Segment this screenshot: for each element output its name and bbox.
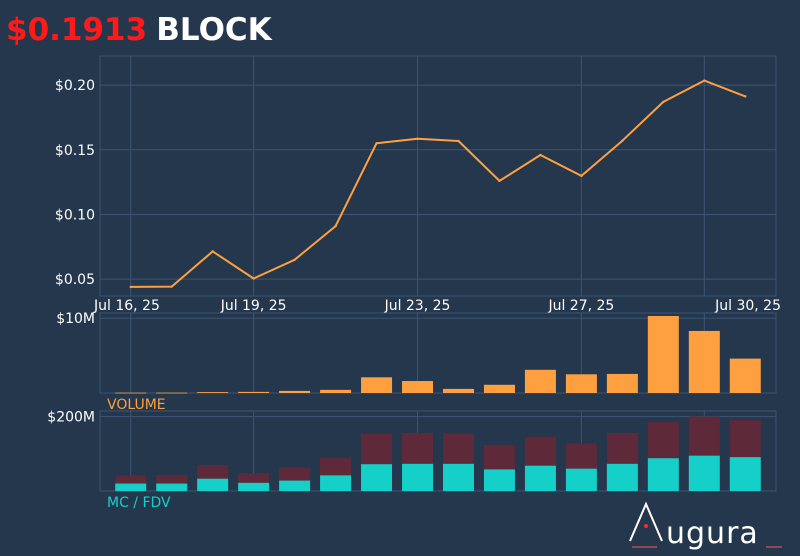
price-data-point bbox=[498, 179, 501, 183]
price-x-tick-label: Jul 30, 25 bbox=[714, 298, 781, 314]
mc-bar bbox=[442, 463, 474, 491]
price-x-tick-label: Jul 27, 25 bbox=[547, 298, 614, 314]
mc-bar bbox=[320, 475, 352, 491]
mc-bar bbox=[402, 463, 434, 491]
volume-bar bbox=[320, 389, 352, 393]
price-data-point bbox=[293, 258, 296, 261]
price-data-point bbox=[703, 79, 706, 82]
volume-bar bbox=[606, 373, 638, 393]
price-x-tick-label: Jul 16, 25 bbox=[93, 298, 160, 314]
mc-bar bbox=[197, 478, 229, 491]
price-data-point bbox=[744, 95, 747, 98]
mc-fdv-panel: $200M MC / FDV bbox=[47, 410, 777, 511]
price-data-point bbox=[129, 285, 132, 289]
price-y-tick-label: $0.20 bbox=[55, 78, 95, 94]
volume-bar bbox=[442, 388, 474, 393]
price-data-point bbox=[211, 250, 214, 253]
volume-plot-frame bbox=[99, 312, 777, 394]
mcfdv-y-tick-label: $200M bbox=[47, 410, 95, 426]
price-data-point bbox=[539, 153, 542, 157]
token-ticker: BLOCK bbox=[156, 12, 272, 48]
volume-bar bbox=[402, 381, 434, 393]
mc-bar bbox=[688, 455, 720, 491]
price-x-tick-label: Jul 23, 25 bbox=[384, 298, 451, 314]
mc-bar bbox=[156, 483, 188, 491]
price-data-point bbox=[416, 137, 419, 141]
volume-bar bbox=[156, 392, 188, 394]
price-plot-frame bbox=[99, 55, 777, 297]
volume-bar bbox=[647, 315, 679, 393]
mcfdv-label: MC / FDV bbox=[107, 495, 171, 511]
price-data-point bbox=[334, 224, 337, 228]
volume-bar bbox=[115, 392, 147, 394]
volume-bar bbox=[524, 369, 556, 393]
volume-y-tick-label: $10M bbox=[56, 311, 95, 327]
mc-bar bbox=[238, 482, 270, 491]
svg-text:ugura: ugura bbox=[666, 516, 759, 551]
volume-bar bbox=[483, 384, 515, 393]
current-price: $0.1913 bbox=[6, 12, 148, 48]
price-y-tick-label: $0.10 bbox=[55, 207, 95, 223]
augura-logo-icon: ugura bbox=[629, 501, 782, 551]
price-data-point bbox=[457, 139, 460, 143]
price-x-tick-label: Jul 19, 25 bbox=[220, 298, 287, 314]
mc-bar bbox=[729, 457, 761, 491]
price-data-point bbox=[662, 100, 665, 104]
price-data-point bbox=[252, 277, 255, 280]
mc-bar bbox=[606, 463, 638, 491]
price-data-point bbox=[580, 174, 583, 178]
mc-bar bbox=[565, 468, 597, 491]
chart-header: $0.1913 BLOCK bbox=[6, 12, 272, 56]
volume-bar bbox=[238, 391, 270, 393]
mc-bar bbox=[361, 464, 393, 491]
mc-bar bbox=[115, 483, 147, 491]
price-data-point bbox=[375, 142, 378, 145]
price-series-line bbox=[130, 79, 746, 288]
volume-label: VOLUME bbox=[107, 397, 166, 413]
mc-bar bbox=[647, 458, 679, 491]
price-y-tick-label: $0.05 bbox=[55, 272, 95, 288]
volume-bar bbox=[688, 330, 720, 393]
volume-bar bbox=[565, 374, 597, 393]
mc-bar bbox=[524, 465, 556, 491]
price-data-point bbox=[170, 285, 173, 288]
augura-logo: ugura bbox=[624, 500, 784, 552]
price-panel: $0.05 $0.10 $0.15 $0.20 Jul 16, 25 Jul 19, 25… bbox=[55, 55, 781, 314]
volume-bar bbox=[197, 392, 229, 393]
volume-panel: $10M VOLUME bbox=[56, 311, 777, 413]
mc-bar bbox=[483, 469, 515, 491]
volume-bar bbox=[361, 377, 393, 393]
mcfdv-plot-frame bbox=[99, 410, 777, 492]
price-data-point bbox=[621, 139, 624, 142]
price-y-tick-label: $0.15 bbox=[55, 143, 95, 159]
volume-bar bbox=[279, 390, 311, 393]
mc-bar bbox=[279, 480, 311, 491]
volume-bar bbox=[729, 358, 761, 393]
